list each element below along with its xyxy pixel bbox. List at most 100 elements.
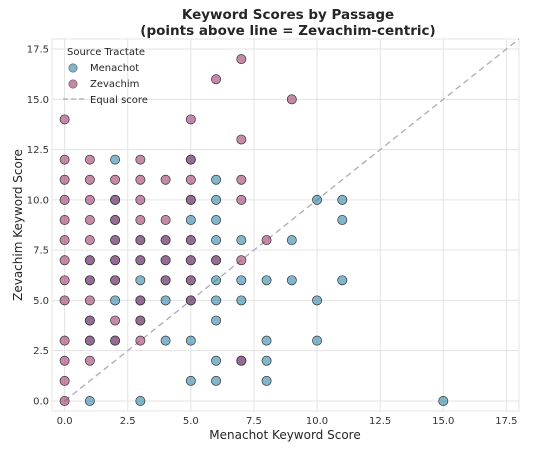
point-zevachim — [110, 315, 121, 326]
legend-label-menachot: Menachot — [90, 63, 139, 74]
point-menachot — [261, 375, 272, 386]
point-menachot — [135, 395, 146, 406]
point-menachot — [261, 275, 272, 286]
point-zevachim — [110, 215, 121, 225]
point-menachot — [337, 194, 348, 205]
point-zevachim — [84, 174, 95, 185]
point-zevachim — [236, 255, 247, 266]
point-zevachim — [160, 215, 171, 225]
x-tick-label: 15.0 — [432, 416, 454, 427]
point-zevachim — [160, 174, 171, 185]
point-menachot — [211, 235, 222, 246]
point-menachot — [160, 295, 171, 306]
point-menachot — [312, 295, 323, 306]
legend-title: Source Tractate — [67, 47, 145, 58]
point-zevachim — [135, 295, 146, 306]
point-menachot — [236, 275, 247, 286]
point-zevachim — [59, 114, 70, 125]
point-zevachim — [261, 235, 272, 246]
point-zevachim — [135, 255, 146, 266]
point-zevachim — [236, 355, 247, 366]
grid-lines — [52, 39, 519, 411]
legend-marker-menachot — [68, 63, 78, 73]
point-zevachim — [59, 295, 70, 306]
x-axis-label: Menachot Keyword Score — [209, 428, 360, 442]
point-zevachim — [135, 315, 146, 326]
point-zevachim — [59, 255, 70, 266]
legend-label-equal-score: Equal score — [90, 95, 148, 106]
point-zevachim — [84, 335, 95, 346]
point-zevachim — [59, 154, 70, 165]
equal-score-line — [64, 38, 520, 402]
legend: Source Tractate Menachot Zevachim Equal … — [63, 47, 148, 106]
point-menachot — [211, 174, 222, 185]
legend-marker-zevachim — [68, 79, 78, 89]
y-tick-label: 7.5 — [33, 246, 49, 257]
point-zevachim — [59, 395, 70, 406]
point-zevachim — [84, 235, 95, 246]
tick-labels: 0.0 2.5 5.0 7.5 10.0 12.5 15.0 17.5 0.0 2.5 5.0 7.5… — [27, 45, 518, 427]
y-tick-label: 17.5 — [27, 45, 49, 56]
point-zevachim — [59, 235, 70, 246]
chart-title-line-1: Keyword Scores by Passage — [182, 7, 394, 23]
point-zevachim — [84, 315, 95, 326]
point-zevachim — [160, 255, 171, 266]
point-zevachim — [59, 215, 70, 225]
point-zevachim — [84, 255, 95, 266]
point-zevachim — [185, 174, 196, 185]
point-zevachim — [211, 74, 222, 85]
x-tick-label: 2.5 — [120, 416, 136, 427]
point-zevachim — [135, 154, 146, 165]
point-menachot — [185, 215, 196, 225]
point-zevachim — [185, 295, 196, 306]
point-zevachim — [185, 114, 196, 125]
chart-title-line-2: (points above line = Zevachim-centric) — [140, 23, 435, 39]
point-zevachim — [185, 194, 196, 205]
y-tick-label: 2.5 — [33, 346, 49, 357]
point-menachot — [438, 395, 449, 406]
point-menachot — [337, 275, 348, 286]
point-zevachim — [286, 94, 297, 105]
point-menachot — [211, 375, 222, 386]
point-menachot — [160, 335, 171, 346]
y-tick-label: 15.0 — [27, 95, 49, 106]
point-zevachim — [135, 215, 146, 225]
y-tick-label: 10.0 — [27, 195, 49, 206]
point-menachot — [211, 215, 222, 225]
y-tick-label: 5.0 — [33, 296, 49, 307]
point-zevachim — [236, 174, 247, 185]
point-zevachim — [59, 355, 70, 366]
point-menachot — [211, 194, 222, 205]
y-axis-label: Zevachim Keyword Score — [11, 149, 25, 301]
point-menachot — [236, 295, 247, 306]
point-zevachim — [160, 275, 171, 286]
point-menachot — [261, 335, 272, 346]
point-zevachim — [185, 275, 196, 286]
point-zevachim — [110, 275, 121, 286]
series-zevachim — [59, 54, 297, 406]
point-zevachim — [110, 194, 121, 205]
point-menachot — [286, 275, 297, 286]
x-tick-label: 17.5 — [495, 416, 517, 427]
point-zevachim — [110, 174, 121, 185]
y-tick-label: 0.0 — [33, 396, 49, 407]
point-zevachim — [185, 255, 196, 266]
point-zevachim — [236, 54, 247, 65]
point-menachot — [110, 154, 121, 165]
point-zevachim — [59, 275, 70, 286]
x-tick-label: 12.5 — [369, 416, 391, 427]
point-menachot — [286, 235, 297, 246]
point-menachot — [261, 355, 272, 366]
point-zevachim — [110, 235, 121, 246]
point-zevachim — [185, 235, 196, 246]
point-zevachim — [135, 235, 146, 246]
point-zevachim — [236, 194, 247, 205]
point-zevachim — [84, 355, 95, 366]
point-menachot — [185, 335, 196, 346]
x-tick-label: 7.5 — [246, 416, 262, 427]
point-menachot — [84, 395, 95, 406]
point-zevachim — [135, 194, 146, 205]
point-zevachim — [84, 295, 95, 306]
point-menachot — [312, 194, 323, 205]
